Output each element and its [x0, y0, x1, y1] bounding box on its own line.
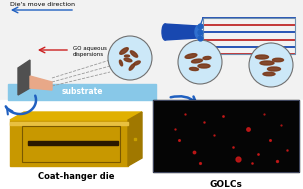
Ellipse shape — [119, 60, 122, 66]
Text: Coat-hanger die: Coat-hanger die — [38, 172, 114, 181]
Bar — [153, 100, 299, 172]
Ellipse shape — [125, 55, 129, 57]
Ellipse shape — [203, 57, 211, 60]
Circle shape — [108, 36, 152, 80]
Bar — [10, 122, 128, 125]
Ellipse shape — [268, 67, 281, 71]
Bar — [8, 84, 156, 100]
Circle shape — [249, 43, 293, 87]
Ellipse shape — [272, 58, 284, 62]
Ellipse shape — [129, 64, 135, 70]
Bar — [0, 0, 303, 100]
Polygon shape — [165, 24, 198, 40]
Polygon shape — [30, 76, 52, 90]
Bar — [153, 100, 299, 172]
Ellipse shape — [120, 48, 128, 54]
Ellipse shape — [195, 26, 201, 38]
Ellipse shape — [191, 59, 202, 63]
Text: Die's move direction: Die's move direction — [9, 2, 75, 7]
Bar — [22, 126, 120, 162]
Ellipse shape — [162, 24, 168, 40]
Polygon shape — [128, 112, 142, 166]
Ellipse shape — [134, 61, 140, 65]
Bar — [0, 100, 303, 189]
Polygon shape — [18, 60, 30, 95]
Bar — [28, 141, 118, 145]
Bar — [203, 18, 295, 54]
Ellipse shape — [198, 64, 210, 68]
Ellipse shape — [185, 54, 197, 58]
Polygon shape — [10, 112, 142, 120]
Ellipse shape — [255, 55, 268, 59]
Text: substrate: substrate — [61, 88, 103, 97]
Circle shape — [178, 40, 222, 84]
Ellipse shape — [189, 67, 198, 70]
Ellipse shape — [130, 51, 138, 57]
Bar — [10, 120, 128, 166]
Text: GO aqueous
dispersions: GO aqueous dispersions — [73, 46, 107, 57]
Ellipse shape — [124, 58, 132, 62]
Ellipse shape — [263, 72, 275, 76]
Ellipse shape — [260, 61, 274, 65]
Text: GOLCs: GOLCs — [210, 180, 242, 189]
